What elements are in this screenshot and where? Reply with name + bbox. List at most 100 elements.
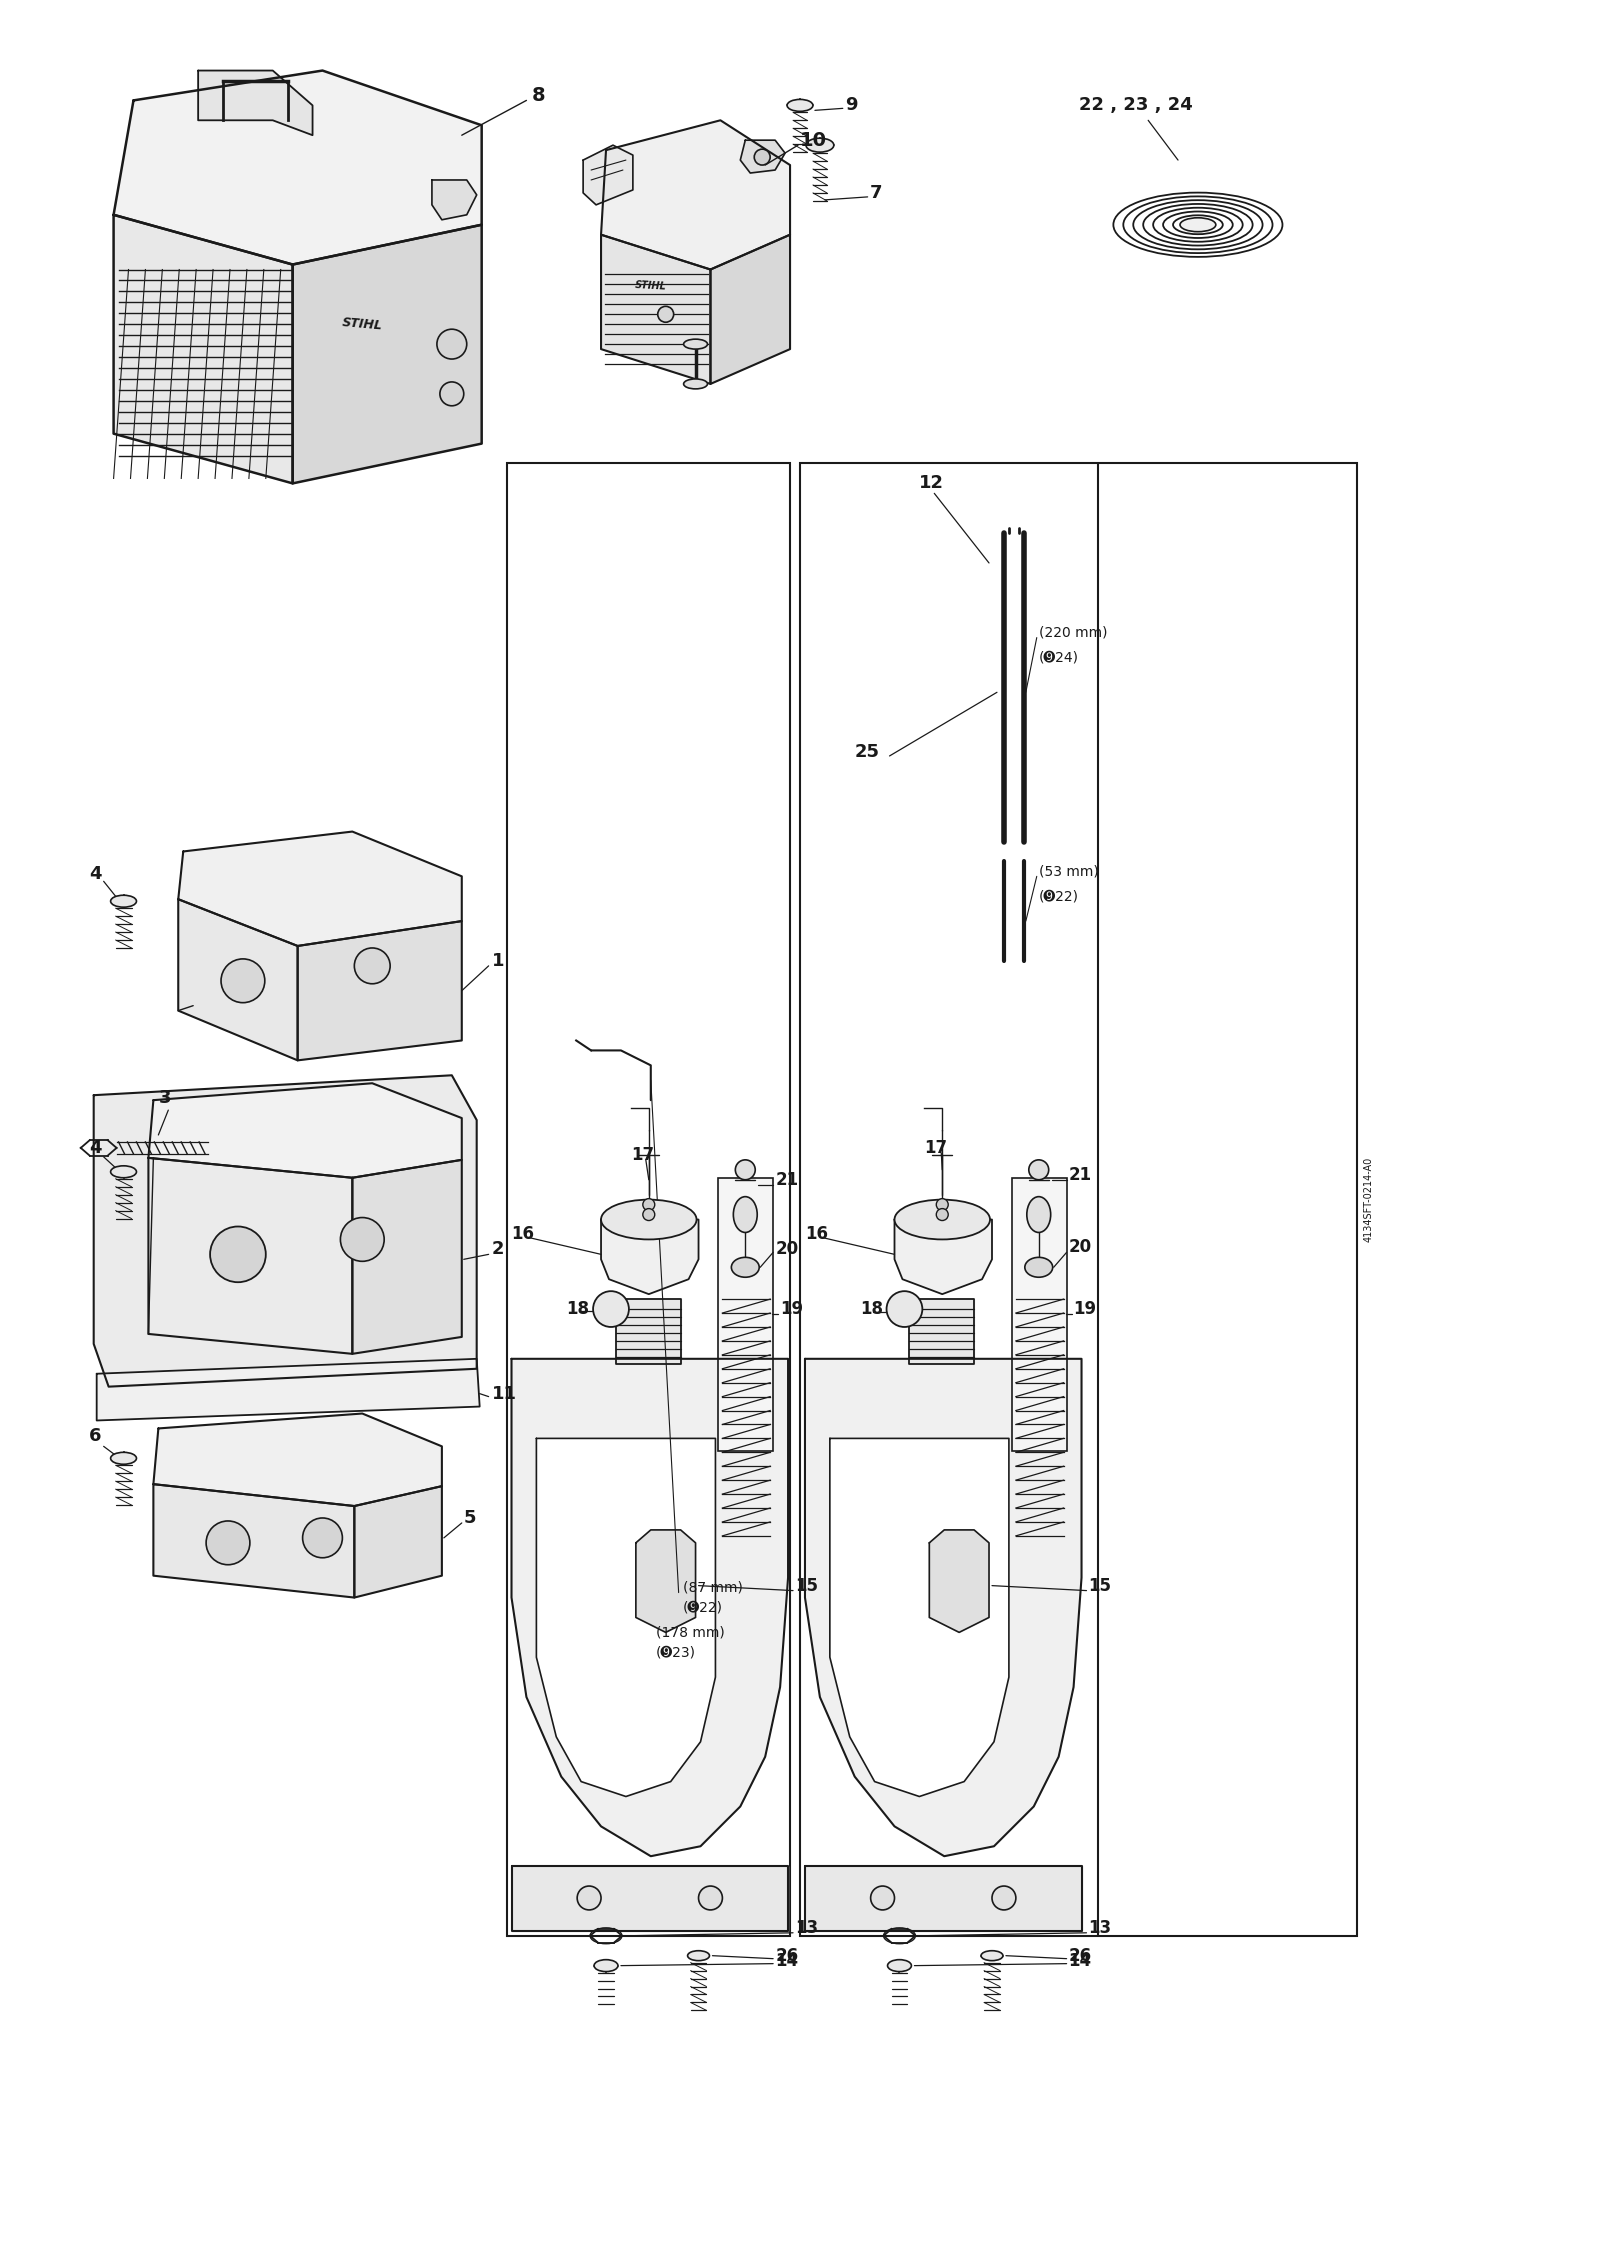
Text: 16: 16: [512, 1226, 534, 1244]
Ellipse shape: [936, 1199, 949, 1210]
Polygon shape: [512, 1866, 789, 1932]
Polygon shape: [830, 1439, 1010, 1796]
Polygon shape: [602, 120, 790, 269]
Polygon shape: [94, 1074, 477, 1387]
Ellipse shape: [733, 1197, 757, 1233]
Ellipse shape: [643, 1199, 654, 1210]
Ellipse shape: [870, 1887, 894, 1909]
Polygon shape: [298, 921, 462, 1061]
Text: (➒24): (➒24): [1038, 651, 1078, 665]
Polygon shape: [741, 140, 786, 172]
Text: 13: 13: [795, 1918, 818, 1936]
Polygon shape: [710, 235, 790, 385]
Ellipse shape: [578, 1887, 602, 1909]
Text: 7: 7: [870, 183, 882, 201]
Ellipse shape: [787, 100, 813, 111]
Ellipse shape: [110, 1165, 136, 1179]
Ellipse shape: [992, 1887, 1016, 1909]
Polygon shape: [805, 1866, 1082, 1932]
Text: 26: 26: [774, 1948, 798, 1966]
Text: 18: 18: [859, 1301, 883, 1319]
Text: 17: 17: [630, 1147, 654, 1165]
Ellipse shape: [936, 1208, 949, 1221]
Polygon shape: [198, 70, 312, 136]
Text: 19: 19: [781, 1301, 803, 1319]
Ellipse shape: [1027, 1197, 1051, 1233]
Text: (➒22): (➒22): [1038, 889, 1078, 903]
Polygon shape: [114, 215, 293, 484]
Ellipse shape: [658, 305, 674, 321]
Polygon shape: [354, 1486, 442, 1597]
Text: 4: 4: [88, 866, 101, 884]
Text: 10: 10: [800, 131, 827, 149]
Polygon shape: [635, 1529, 696, 1633]
Ellipse shape: [594, 1292, 629, 1328]
Polygon shape: [154, 1484, 354, 1597]
Text: 1: 1: [491, 952, 504, 970]
Text: 9: 9: [845, 97, 858, 115]
Polygon shape: [602, 235, 710, 385]
Ellipse shape: [1029, 1160, 1048, 1181]
Text: 15: 15: [1088, 1577, 1112, 1595]
Polygon shape: [909, 1298, 974, 1364]
Ellipse shape: [302, 1518, 342, 1559]
Text: 16: 16: [805, 1226, 827, 1244]
Text: STIHL: STIHL: [341, 317, 382, 333]
Text: 21: 21: [774, 1172, 798, 1190]
Text: 6: 6: [88, 1427, 101, 1445]
Ellipse shape: [888, 1959, 912, 1972]
Text: (178 mm): (178 mm): [656, 1626, 725, 1640]
Text: 5: 5: [464, 1509, 477, 1527]
Polygon shape: [352, 1160, 462, 1355]
Bar: [718, 1179, 773, 1452]
Text: 20: 20: [1069, 1237, 1091, 1255]
Ellipse shape: [754, 149, 770, 165]
Ellipse shape: [206, 1520, 250, 1565]
Ellipse shape: [683, 339, 707, 348]
Polygon shape: [512, 1359, 789, 1857]
Polygon shape: [149, 1083, 462, 1179]
Ellipse shape: [594, 1959, 618, 1972]
Polygon shape: [602, 1219, 699, 1294]
Ellipse shape: [110, 1452, 136, 1464]
Text: 12: 12: [920, 475, 944, 493]
Polygon shape: [178, 900, 298, 1061]
Polygon shape: [930, 1206, 954, 1224]
Ellipse shape: [1026, 1258, 1053, 1278]
Bar: [507, 464, 790, 1936]
Polygon shape: [637, 1206, 661, 1224]
Text: (53 mm): (53 mm): [1038, 864, 1099, 878]
Text: (➒22): (➒22): [683, 1601, 723, 1615]
Polygon shape: [149, 1158, 352, 1355]
Ellipse shape: [894, 1199, 990, 1240]
Text: 21: 21: [1069, 1165, 1091, 1183]
Ellipse shape: [437, 330, 467, 360]
Text: 4134SFT-0214-A0: 4134SFT-0214-A0: [1365, 1158, 1374, 1242]
Polygon shape: [930, 1529, 989, 1633]
Text: 15: 15: [795, 1577, 818, 1595]
Ellipse shape: [683, 380, 707, 389]
Ellipse shape: [699, 1887, 723, 1909]
Text: STIHL: STIHL: [635, 280, 667, 292]
Polygon shape: [536, 1439, 715, 1796]
Text: (➒23): (➒23): [656, 1644, 696, 1660]
Polygon shape: [114, 70, 482, 265]
Text: 13: 13: [1088, 1918, 1112, 1936]
Ellipse shape: [1181, 217, 1216, 231]
Ellipse shape: [221, 959, 266, 1002]
Polygon shape: [96, 1359, 480, 1421]
Bar: [1011, 1179, 1067, 1452]
Ellipse shape: [981, 1950, 1003, 1961]
Ellipse shape: [341, 1217, 384, 1262]
Text: 2: 2: [491, 1240, 504, 1258]
Text: 3: 3: [158, 1090, 171, 1106]
Polygon shape: [582, 145, 634, 206]
Ellipse shape: [886, 1292, 922, 1328]
Ellipse shape: [806, 138, 834, 152]
Text: 14: 14: [774, 1952, 798, 1970]
Text: 22 , 23 , 24: 22 , 23 , 24: [1078, 97, 1192, 115]
Text: 8: 8: [531, 86, 546, 104]
Text: 17: 17: [925, 1138, 947, 1156]
Ellipse shape: [440, 382, 464, 405]
Text: 4: 4: [88, 1138, 101, 1156]
